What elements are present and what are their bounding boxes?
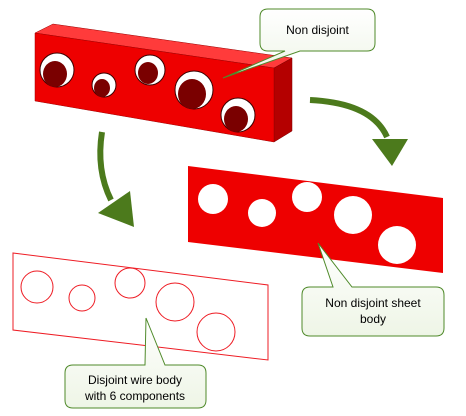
solid-front-face: [34, 32, 275, 143]
solid-side-face: [273, 57, 293, 143]
callout-wire-body: Disjoint wire body with 6 components: [64, 317, 207, 409]
wire-circle: [155, 282, 195, 322]
wire-outline: [12, 252, 269, 361]
callout-non-disjoint-label: Non disjoint: [286, 23, 349, 37]
sheet-hole: [334, 196, 372, 234]
solid-hole: [134, 54, 166, 86]
callout-non-disjoint: Non disjoint: [222, 8, 376, 79]
sheet-body: [188, 166, 443, 273]
callout-wire-body-line1: Disjoint wire body: [88, 373, 182, 387]
curved-arrow-to-sheet-icon: [309, 97, 408, 166]
wire-circle: [196, 312, 236, 352]
curved-arrow-to-wire-icon: [97, 131, 134, 227]
solid-hole: [91, 72, 117, 98]
callout-sheet-body: Non disjoint sheet body: [301, 242, 445, 337]
wire-body: [12, 252, 269, 361]
wire-circle: [68, 284, 96, 312]
solid-hole: [220, 97, 256, 133]
sheet-hole: [198, 184, 228, 214]
solid-hole: [174, 70, 214, 110]
solid-hole: [39, 52, 75, 88]
callout-wire-body-line2: with 6 components: [84, 389, 185, 403]
sheet-hole: [292, 182, 322, 212]
callout-sheet-body-line1: Non disjoint sheet: [325, 296, 421, 310]
sheet-hole: [248, 199, 276, 227]
wire-circle: [114, 267, 146, 299]
solid-block: [34, 23, 293, 143]
wire-circle: [20, 270, 54, 304]
callout-sheet-body-line2: body: [360, 312, 386, 326]
sheet-hole: [378, 226, 416, 264]
